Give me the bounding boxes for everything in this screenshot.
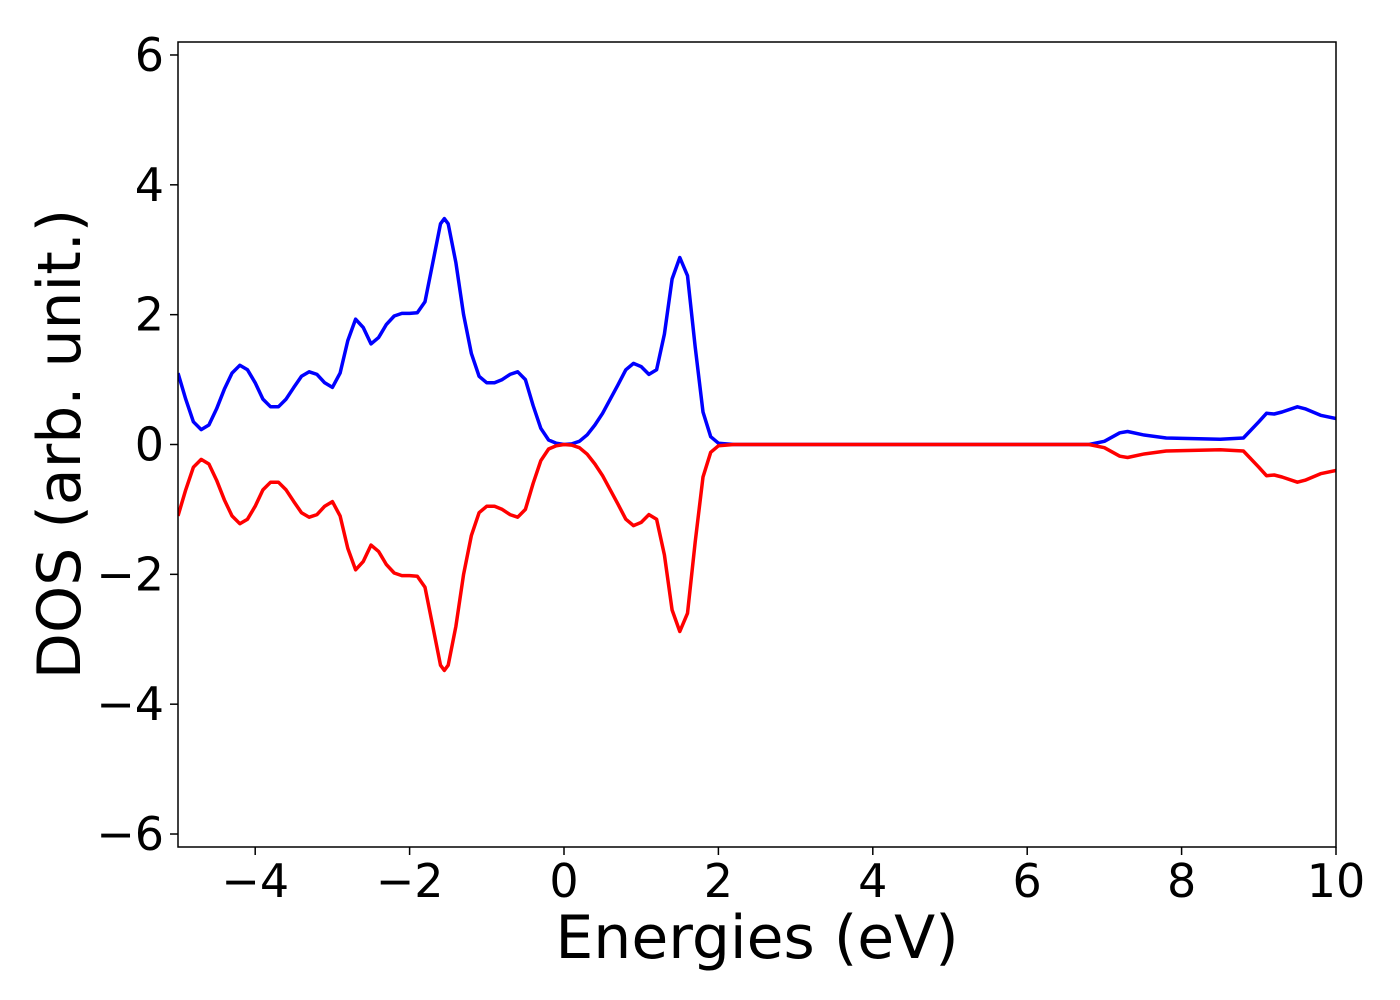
y-tick-label: 4	[135, 158, 164, 212]
y-tick-label: 2	[135, 288, 164, 342]
x-tick-label: 0	[549, 854, 578, 908]
x-tick-label: −4	[221, 854, 289, 908]
x-tick-label: 4	[858, 854, 887, 908]
dos-line	[178, 216, 1336, 447]
y-axis-label: DOS (arb. unit.)	[25, 209, 95, 679]
x-axis-label: Energies (eV)	[555, 903, 958, 973]
x-tick-label: 6	[1013, 854, 1042, 908]
y-tick-label: 6	[135, 28, 164, 82]
y-tick-label: −4	[96, 677, 164, 731]
plot-frame	[177, 41, 1337, 848]
x-tick-label: −2	[376, 854, 444, 908]
y-tick-label: −6	[96, 807, 164, 861]
x-tick-label: 10	[1307, 854, 1366, 908]
dos-line	[178, 442, 1336, 673]
y-tick-label: 0	[135, 418, 164, 472]
y-tick-label: −2	[96, 547, 164, 601]
x-tick-label: 2	[704, 854, 733, 908]
x-tick-label: 8	[1167, 854, 1196, 908]
